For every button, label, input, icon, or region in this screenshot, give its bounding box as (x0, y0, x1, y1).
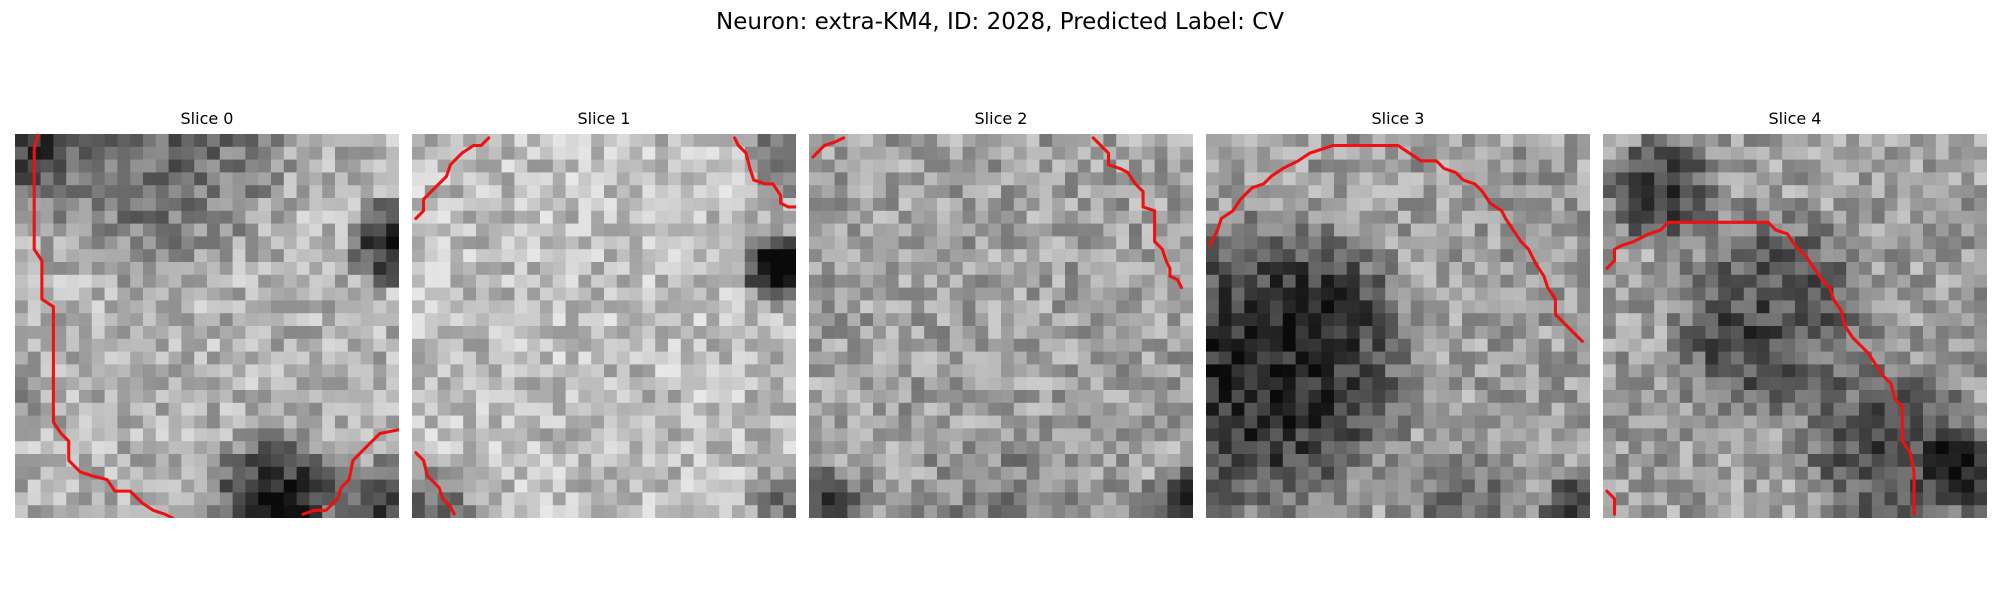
contour-overlay (1605, 220, 1916, 516)
contour-overlay (32, 134, 399, 518)
slice-title: Slice 3 (1371, 109, 1425, 128)
contour-line (1605, 489, 1617, 516)
slice-title: Slice 2 (974, 109, 1028, 128)
contour-line (733, 136, 796, 209)
contour-overlay (811, 136, 1184, 290)
grayscale-grid (1206, 134, 1590, 518)
contour-line (301, 428, 399, 516)
contour-line (414, 451, 456, 516)
slice-panel-4: Slice 4 (1603, 108, 1987, 518)
slice-title: Slice 1 (577, 109, 631, 128)
slice-panel-1: Slice 1 (412, 108, 796, 518)
contour-line (414, 136, 491, 221)
contour-overlay (414, 136, 796, 516)
slice-panel-3: Slice 3 (1206, 108, 1590, 518)
contour-line (32, 134, 174, 518)
slice-image (809, 134, 1193, 518)
figure-title: Neuron: extra-KM4, ID: 2028, Predicted L… (716, 9, 1284, 35)
slice-title: Slice 4 (1768, 109, 1822, 128)
slice-image (412, 134, 796, 518)
contour-line (1208, 143, 1584, 343)
contour-line (1091, 136, 1184, 290)
grayscale-grid (1603, 134, 1987, 518)
slice-panel-0: Slice 0 (15, 108, 399, 518)
slice-panel-2: Slice 2 (809, 108, 1193, 518)
slice-image (1206, 134, 1590, 518)
slice-image (1603, 134, 1987, 518)
slice-title: Slice 0 (180, 109, 234, 128)
slice-image (15, 134, 399, 518)
contour-overlay (1208, 143, 1584, 343)
grayscale-grid (15, 134, 399, 518)
contour-line (1605, 220, 1916, 516)
grayscale-grid (809, 134, 1193, 518)
grayscale-grid (412, 134, 796, 518)
contour-line (811, 136, 846, 159)
